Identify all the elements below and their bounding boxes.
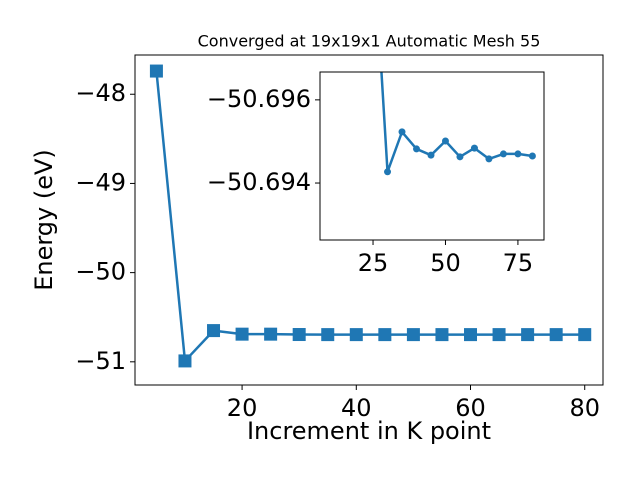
marker	[435, 328, 449, 342]
marker	[578, 328, 592, 342]
marker	[384, 168, 392, 176]
marker	[398, 128, 406, 136]
marker	[464, 328, 478, 342]
series-line	[155, 70, 585, 363]
x-axis-label: Increment in K point	[247, 417, 491, 445]
axes-frame	[319, 71, 545, 241]
marker	[521, 328, 535, 342]
marker	[378, 328, 392, 342]
marker	[406, 328, 420, 342]
x-tick-label: 75	[503, 249, 534, 277]
marker	[178, 354, 192, 368]
marker	[292, 328, 306, 342]
plot-area	[380, 72, 536, 176]
x-tick-label: 50	[430, 249, 461, 277]
chart-title: Converged at 19x19x1 Automatic Mesh 55	[198, 32, 541, 51]
marker	[427, 151, 435, 159]
marker	[349, 328, 363, 342]
y-tick-label: −50.694	[207, 168, 311, 196]
x-tick-label: 25	[358, 249, 389, 277]
marker	[264, 327, 278, 341]
marker	[492, 328, 506, 342]
marker	[149, 64, 163, 78]
marker	[549, 328, 563, 342]
x-tick-label: 80	[569, 394, 600, 422]
y-tick-label: −48	[75, 79, 126, 107]
x-tick-label: 20	[227, 394, 258, 422]
marker	[470, 144, 478, 152]
marker	[235, 327, 249, 341]
x-tick-label: 60	[455, 394, 486, 422]
marker	[207, 324, 221, 338]
marker	[321, 328, 335, 342]
marker	[412, 145, 420, 153]
marker	[499, 150, 507, 158]
marker	[456, 153, 464, 161]
axes-frame	[134, 54, 604, 386]
marker	[485, 155, 493, 163]
y-tick-label: −49	[75, 168, 126, 196]
y-axis-label: Energy (eV)	[30, 149, 58, 291]
y-tick-label: −50.696	[207, 85, 311, 113]
x-tick-label: 40	[341, 394, 372, 422]
marker	[528, 152, 536, 160]
y-tick-label: −51	[75, 347, 126, 375]
marker	[441, 137, 449, 145]
plot-area	[149, 64, 592, 368]
marker	[514, 150, 522, 158]
y-tick-label: −50	[75, 258, 126, 286]
